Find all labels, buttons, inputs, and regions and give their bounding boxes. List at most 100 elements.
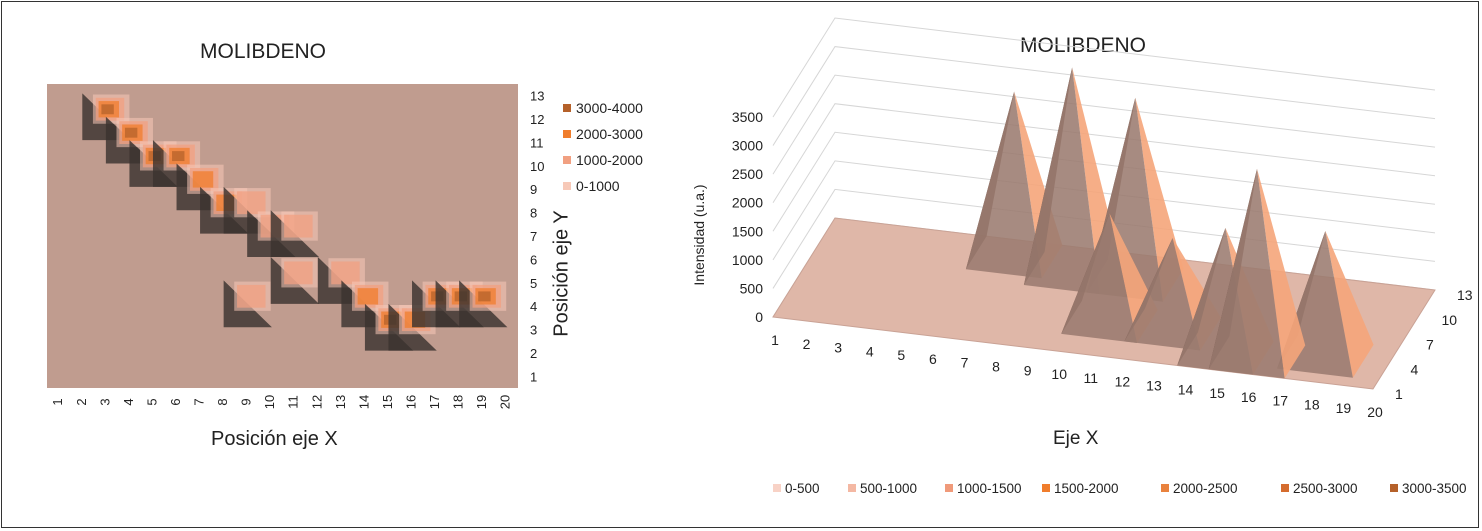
peak-face [965, 91, 1042, 279]
legend-swatch [848, 484, 856, 492]
x-tick-label: 12 [1115, 374, 1131, 390]
y-tick-label: 2000 [732, 195, 763, 211]
x-tick-label: 5 [897, 347, 905, 363]
x-tick-label: 11 [1084, 370, 1099, 386]
peak-face [1208, 168, 1285, 379]
y-tick-label: 4 [530, 299, 537, 314]
legend-swatch [1042, 484, 1050, 492]
y-tick-label: 3500 [732, 109, 763, 125]
gridline [772, 188, 1436, 289]
peak-band [284, 261, 313, 285]
peak-17 [459, 280, 508, 328]
y-tick-label: 500 [740, 280, 764, 296]
x-tick-label: 10 [1051, 366, 1067, 382]
gridline [772, 17, 1436, 118]
x-tick-label: 1 [771, 332, 779, 348]
x-tick-label: 7 [961, 355, 969, 371]
legend-label: 0-1000 [576, 178, 620, 194]
z-tick-label: 4 [1411, 361, 1419, 377]
x-tick-label: 8 [992, 359, 1000, 375]
peak-band [284, 214, 313, 238]
x-tick-label: 1 [50, 398, 65, 405]
peak-11 [317, 257, 367, 304]
x-tick-label: 18 [451, 395, 466, 409]
legend-swatch [1281, 484, 1289, 492]
left-chart-title: MOLIBDENO [200, 40, 327, 63]
x-tick-label: 18 [1304, 396, 1320, 412]
x-tick-label: 16 [403, 395, 418, 409]
peak-band [331, 261, 360, 285]
peak-band [237, 284, 266, 308]
x-tick-label: 4 [121, 398, 136, 405]
gridline [772, 160, 1436, 261]
x-tick-label: 14 [356, 395, 371, 409]
x-tick-label: 6 [929, 351, 937, 367]
legend-swatch [1390, 484, 1398, 492]
gridline [772, 74, 1436, 175]
peak-face [1257, 168, 1306, 379]
x-tick-label: 17 [427, 395, 442, 409]
x-tick-label: 5 [144, 398, 159, 405]
x-tick-label: 19 [1336, 400, 1352, 416]
peak-band [192, 171, 214, 188]
x-tick-label: 15 [1209, 385, 1225, 401]
peak-face [1325, 230, 1374, 378]
peak-10 [270, 257, 320, 304]
gridline [772, 131, 1436, 232]
y-tick-label: 13 [530, 89, 544, 104]
x-tick-label: 7 [192, 398, 207, 405]
y-tick-label: 2 [530, 346, 537, 361]
peak-1 [105, 116, 155, 164]
x-tick-label: 17 [1272, 393, 1288, 409]
x-tick-label: 13 [333, 395, 348, 409]
legend-swatch [563, 104, 571, 112]
legend-swatch [773, 484, 781, 492]
y-tick-label: 3000 [732, 138, 763, 154]
peak-face [1061, 213, 1138, 343]
x-tick-label: 4 [866, 343, 874, 359]
y-tick-label: 9 [530, 182, 537, 197]
x-tick-label: 2 [74, 398, 89, 405]
x-tick-label: 9 [1024, 362, 1032, 378]
peak-band [478, 291, 491, 302]
x-tick-label: 14 [1178, 381, 1194, 397]
surface-peak-7 [1208, 168, 1306, 379]
y-tick-label: 5 [530, 276, 537, 291]
legend-label: 2000-2500 [1173, 481, 1238, 496]
z-tick-label: 13 [1457, 287, 1473, 303]
y-tick-label: 1500 [732, 223, 763, 239]
x-tick-label: 10 [262, 395, 277, 409]
y-tick-label: 7 [530, 229, 537, 244]
legend-swatch [563, 130, 571, 138]
y-tick-label: 8 [530, 206, 537, 221]
x-tick-label: 16 [1241, 389, 1257, 405]
y-tick-label: 10 [530, 159, 544, 174]
legend-label: 500-1000 [860, 481, 917, 496]
x-tick-label: 8 [215, 398, 230, 405]
x-tick-label: 11 [286, 395, 301, 409]
peak-9 [223, 280, 272, 328]
peak-band [172, 151, 185, 162]
peak-shadow [388, 303, 437, 351]
legend-swatch [945, 484, 953, 492]
y-tick-label: 2500 [732, 166, 763, 182]
legend-label: 0-500 [785, 481, 820, 496]
peak-6 [223, 186, 272, 234]
peak-band [101, 104, 114, 115]
gridline [772, 103, 1436, 203]
x-tick-label: 20 [498, 395, 513, 409]
peak-face [1023, 67, 1100, 295]
legend-label: 1000-1500 [957, 481, 1022, 496]
x-tick-label: 6 [168, 398, 183, 405]
legend-label: 3000-3500 [1402, 481, 1467, 496]
y-tick-label: 1 [530, 369, 537, 384]
legend-label: 2000-3000 [576, 126, 643, 142]
gridline [772, 46, 1436, 146]
legend-label: 1500-2000 [1054, 481, 1119, 496]
legend-label: 3000-4000 [576, 100, 643, 116]
peak-band [237, 191, 266, 215]
z-tick-label: 10 [1442, 312, 1458, 328]
legend-label: 2500-3000 [1293, 481, 1358, 496]
x-tick-label: 9 [239, 398, 254, 405]
left-x-axis-label: Posición eje X [211, 428, 338, 450]
